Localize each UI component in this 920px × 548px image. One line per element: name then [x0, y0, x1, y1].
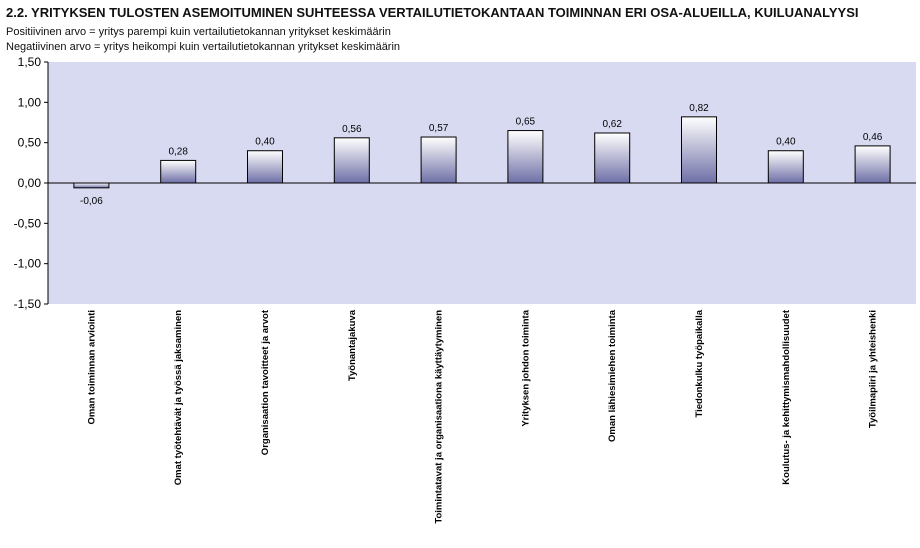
- bar: [420, 136, 457, 184]
- y-tick-label: -1,00: [14, 257, 42, 271]
- data-label: 0,62: [602, 119, 622, 130]
- y-tick-label: -1,50: [14, 297, 42, 311]
- y-tick-label: 1,50: [18, 55, 42, 69]
- data-label: 0,57: [429, 123, 449, 134]
- data-label: 0,56: [342, 124, 362, 135]
- subtitle-positive: Positiivinen arvo = yritys parempi kuin …: [6, 26, 391, 38]
- y-tick-label: 0,50: [18, 136, 42, 150]
- category-label: Tiedonkulku työpaikalla: [694, 309, 705, 417]
- bar: [767, 150, 804, 184]
- bar: [160, 159, 197, 184]
- category-label: Työnantajakuva: [347, 309, 358, 381]
- category-label: Oman lähiesimiehen toiminta: [607, 309, 618, 442]
- y-tick-label: 0,00: [18, 176, 42, 190]
- category-label: Toimintatavat ja organisaationa käyttäyt…: [434, 310, 445, 524]
- data-label: 0,40: [776, 137, 796, 148]
- data-labels: -0,06 0,28 0,40 0,56 0,57 0,65 0,62 0,82 0,40 0,4…: [80, 103, 883, 207]
- data-label: -0,06: [80, 196, 103, 207]
- data-label: 0,40: [255, 137, 275, 148]
- category-labels: Oman toiminnan arviointi Omat työtehtävät…: [86, 309, 878, 523]
- bar: [247, 150, 283, 184]
- bar: [333, 137, 370, 184]
- bar: [854, 145, 891, 184]
- category-label: Koulutus- ja kehittymismahdollisuudet: [781, 309, 792, 485]
- bar: [681, 116, 717, 184]
- category-label: Omat työtehtävät ja työssä jaksaminen: [173, 310, 184, 485]
- bars: [73, 116, 891, 189]
- subtitle-negative: Negatiivinen arvo = yritys heikompi kuin…: [6, 41, 401, 53]
- bar: [507, 130, 544, 184]
- data-label: 0,82: [689, 103, 709, 114]
- data-label: 0,28: [168, 146, 188, 157]
- chart-title: 2.2. YRITYKSEN TULOSTEN ASEMOITUMINEN SU…: [6, 5, 859, 20]
- y-tick-label: 1,00: [18, 95, 42, 109]
- data-label: 0,65: [516, 117, 536, 128]
- bar: [594, 132, 631, 184]
- bar: [73, 182, 110, 189]
- category-label: Organisaation tavoitteet ja arvot: [260, 309, 271, 455]
- data-label: 0,46: [863, 132, 883, 143]
- category-label: Yrityksen johdon toiminta: [520, 309, 531, 426]
- category-label: Oman toiminnan arviointi: [86, 310, 97, 425]
- y-tick-label: -0,50: [14, 216, 42, 230]
- category-label: Työilmapiiri ja yhteishenki: [868, 310, 879, 428]
